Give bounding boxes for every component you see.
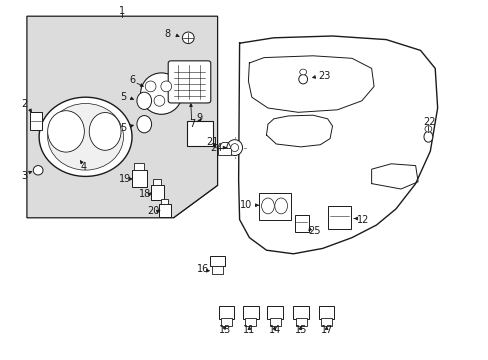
Text: 11: 11 (243, 325, 255, 336)
Text: 9: 9 (196, 113, 202, 123)
Bar (210, 256, 224, 266)
Ellipse shape (137, 92, 151, 109)
Text: 12: 12 (356, 215, 368, 225)
Text: 2: 2 (21, 99, 27, 109)
Text: 3: 3 (21, 171, 27, 181)
Bar (218, 306, 234, 319)
Text: 13: 13 (218, 325, 231, 336)
Bar (159, 204, 171, 217)
Ellipse shape (39, 97, 132, 176)
Text: 15: 15 (294, 325, 306, 336)
Ellipse shape (48, 104, 123, 170)
Bar (217, 148, 231, 155)
Ellipse shape (161, 81, 171, 92)
Ellipse shape (424, 126, 431, 132)
Ellipse shape (89, 112, 121, 150)
Bar (269, 318, 280, 326)
Text: 7: 7 (189, 119, 195, 129)
Text: 21: 21 (206, 137, 219, 147)
Bar (267, 306, 283, 319)
Ellipse shape (230, 144, 238, 152)
Text: 18: 18 (138, 189, 151, 199)
Bar (30, 112, 42, 130)
Bar (293, 306, 308, 319)
Text: 23: 23 (317, 71, 329, 81)
Text: 1: 1 (119, 6, 125, 16)
Bar (221, 318, 231, 326)
Bar (134, 163, 144, 170)
Text: 4: 4 (80, 162, 86, 172)
Bar (161, 199, 168, 204)
Ellipse shape (274, 198, 287, 214)
Text: 5: 5 (120, 123, 126, 133)
Bar (132, 170, 146, 187)
Ellipse shape (33, 166, 43, 175)
Ellipse shape (145, 81, 156, 92)
Bar (259, 193, 290, 220)
Text: 5: 5 (120, 92, 126, 102)
Ellipse shape (137, 116, 151, 133)
Text: 14: 14 (268, 325, 281, 336)
Text: 6: 6 (129, 75, 135, 85)
Text: 19: 19 (119, 174, 131, 184)
Text: 16: 16 (196, 264, 209, 274)
Bar (243, 306, 258, 319)
Text: 22: 22 (422, 117, 435, 127)
FancyBboxPatch shape (168, 61, 210, 103)
Ellipse shape (226, 140, 242, 156)
Bar (318, 306, 334, 319)
Ellipse shape (141, 73, 182, 114)
Ellipse shape (299, 69, 306, 75)
Ellipse shape (182, 32, 194, 44)
Bar (152, 179, 161, 185)
Ellipse shape (298, 75, 307, 84)
Text: 17: 17 (320, 325, 332, 336)
Text: 10: 10 (240, 200, 252, 210)
Text: 25: 25 (307, 226, 320, 236)
Text: 24: 24 (210, 143, 222, 153)
Ellipse shape (261, 198, 274, 214)
Text: 8: 8 (164, 29, 170, 39)
Text: 20: 20 (146, 206, 159, 216)
Ellipse shape (48, 111, 84, 152)
Polygon shape (27, 16, 217, 218)
Bar (150, 185, 164, 200)
Bar (187, 121, 212, 146)
Bar (321, 318, 331, 326)
Bar (212, 266, 223, 274)
Bar (295, 318, 306, 326)
Bar (294, 215, 308, 232)
Bar (245, 318, 256, 326)
Bar (327, 206, 350, 229)
Ellipse shape (423, 131, 432, 142)
Ellipse shape (154, 95, 164, 106)
